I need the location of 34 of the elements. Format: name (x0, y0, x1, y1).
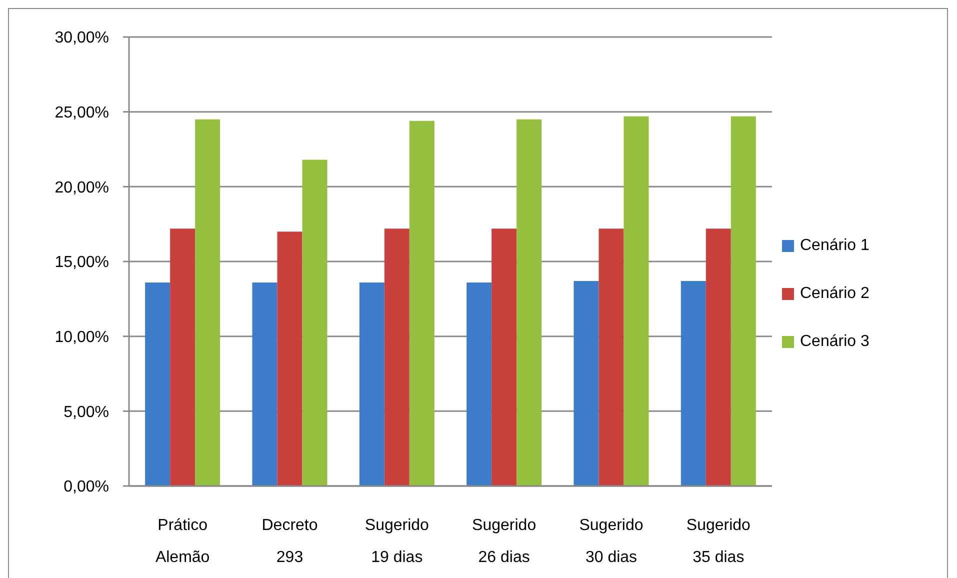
bar (252, 282, 278, 486)
bar (145, 282, 170, 486)
bar (277, 232, 302, 486)
y-tick-label: 25,00% (54, 104, 109, 122)
bar (384, 228, 410, 486)
bar (516, 119, 542, 486)
bar (706, 228, 731, 486)
y-tick-label: 5,00% (64, 404, 109, 421)
bar (730, 116, 756, 486)
x-tick-label: Prático Alemão (155, 517, 210, 566)
bar (598, 228, 624, 486)
x-tick-label: Sugerido 30 dias (579, 517, 644, 566)
y-tick-label: 10,00% (54, 329, 109, 346)
x-tick-label: Decreto 293 (262, 517, 318, 566)
bar (466, 282, 492, 486)
bar (492, 228, 517, 486)
x-tick-label: Sugerido 35 dias (686, 517, 751, 566)
x-tick-label: Sugerido 26 dias (472, 517, 536, 566)
bar (359, 282, 384, 486)
bar (302, 160, 328, 486)
y-tick-label: 15,00% (54, 254, 109, 272)
bar (680, 280, 706, 486)
bar (574, 280, 599, 486)
bar (624, 116, 649, 486)
y-tick-label: 20,00% (54, 179, 109, 196)
y-tick-label: 30,00% (54, 30, 109, 47)
x-tick-label: Sugerido 19 dias (364, 517, 430, 566)
legend-label: Cenário 1 (800, 236, 870, 254)
y-tick-label: 0,00% (64, 478, 109, 496)
legend-label: Cenário 3 (800, 332, 870, 350)
bar (409, 120, 434, 486)
bar (195, 119, 220, 486)
bar (170, 228, 196, 486)
legend-label: Cenário 2 (800, 284, 870, 302)
